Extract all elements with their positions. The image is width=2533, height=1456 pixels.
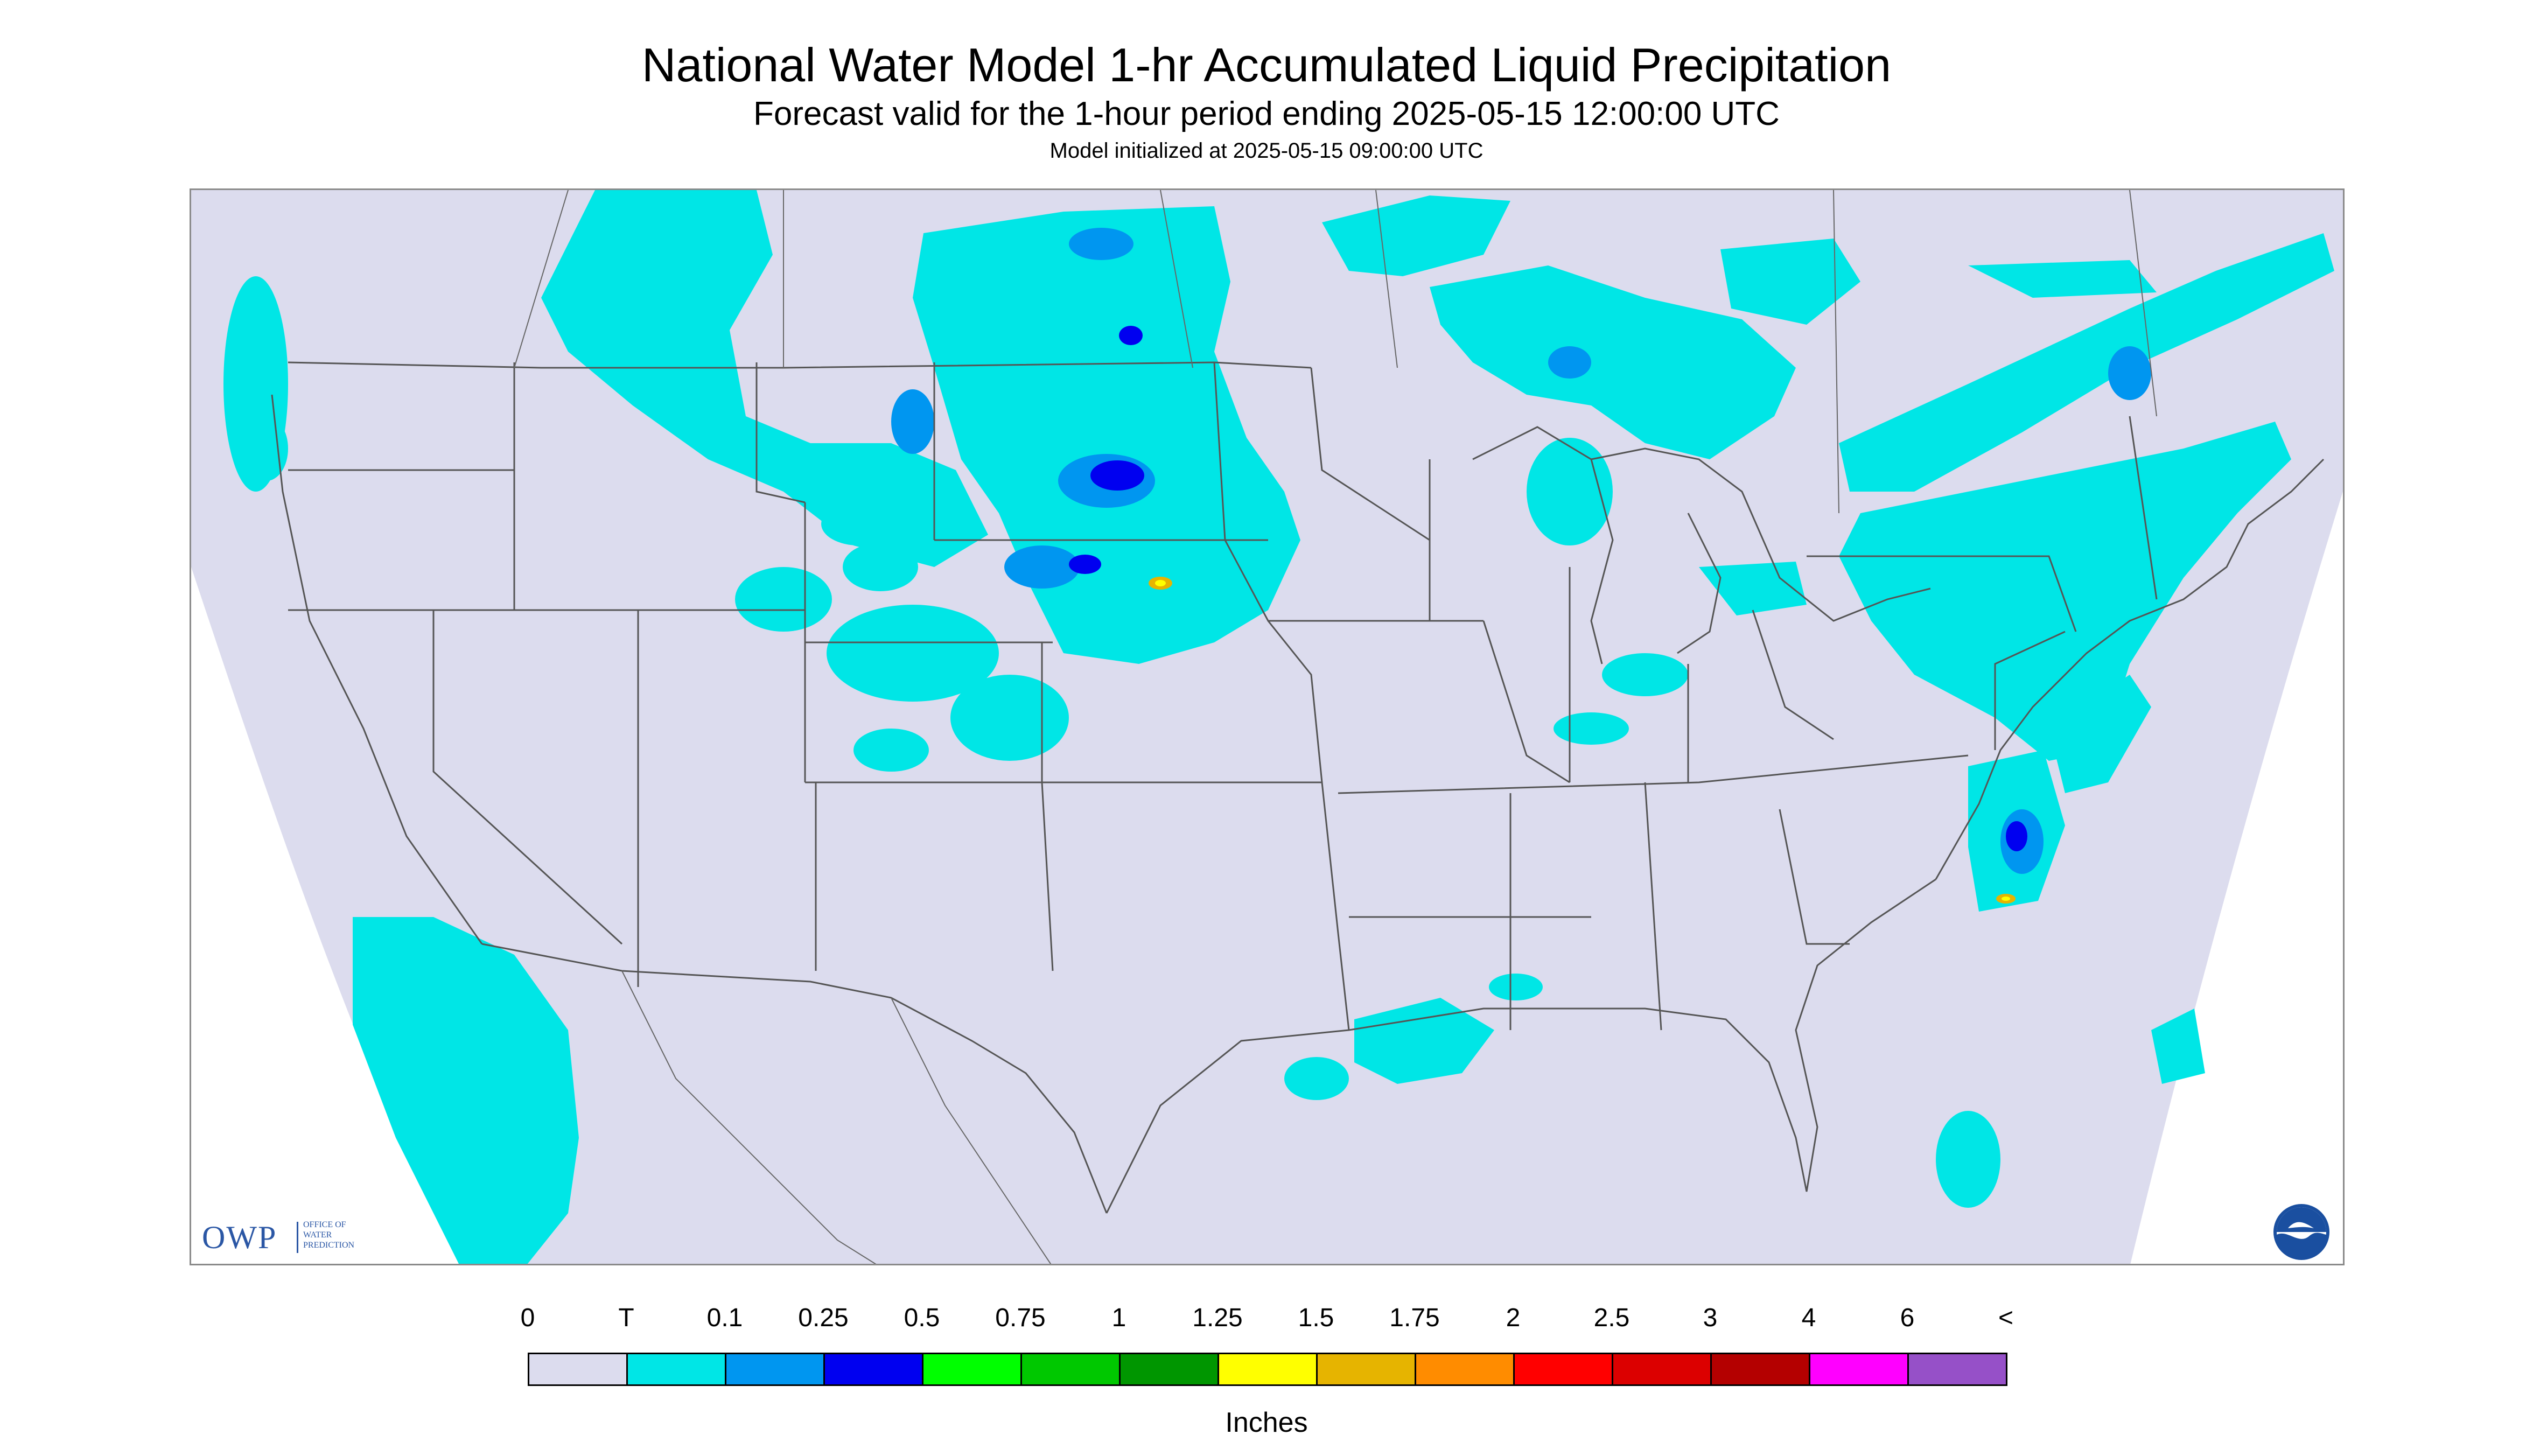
legend-units: Inches: [1225, 1407, 1308, 1438]
owp-logo-text: OFFICE OF WATER PREDICTION: [303, 1220, 355, 1250]
precip-heavy-spots: [1149, 577, 2016, 904]
map-subtitle: Forecast valid for the 1-hour period end…: [753, 95, 1780, 132]
legend-swatch: #e6b400: [1316, 1353, 1416, 1386]
precip-trace-areas: [223, 190, 2334, 1264]
owp-logo-abbr: OWP: [202, 1220, 277, 1255]
legend-swatch: #b40000: [1710, 1353, 1810, 1386]
owp-logo: OWP OFFICE OF WATER PREDICTION: [202, 1219, 396, 1256]
legend-tick-label: 1.25: [1192, 1304, 1243, 1332]
legend-swatch: #0000f0: [823, 1353, 923, 1386]
legend-tick-label: 2: [1506, 1304, 1521, 1332]
legend-tick-label: 0.1: [706, 1304, 743, 1332]
legend-tick-label: T: [618, 1304, 634, 1332]
legend-tick-label: 0: [520, 1304, 535, 1332]
owp-logo-divider: [297, 1222, 298, 1253]
legend-tick-label: 2.5: [1593, 1304, 1630, 1332]
precipitation-map[interactable]: OWP OFFICE OF WATER PREDICTION: [190, 188, 2345, 1265]
legend-swatch: #00c800: [1020, 1353, 1121, 1386]
legend-swatch: #00e6e6: [626, 1353, 726, 1386]
legend-tick-label: 1: [1111, 1304, 1126, 1332]
precip-legend: #dcdcee#00e6e6#0096f0#0000f0#00ff00#00c8…: [521, 1303, 2013, 1411]
legend-swatch: #ff0000: [1513, 1353, 1613, 1386]
legend-swatch: #009600: [1119, 1353, 1219, 1386]
precip-0-25-areas: [1069, 326, 2027, 851]
legend-swatch: #00ff00: [922, 1353, 1022, 1386]
state-boundaries: [271, 361, 2325, 1214]
legend-tick-label: 6: [1900, 1304, 1915, 1332]
legend-swatch: #9650c8: [1907, 1353, 2007, 1386]
noaa-logo-icon: [2273, 1204, 2329, 1260]
legend-swatch: #dc0000: [1612, 1353, 1712, 1386]
legend-swatch: #ffff00: [1217, 1353, 1318, 1386]
legend-swatch: #ff8c00: [1415, 1353, 1515, 1386]
legend-tick-label: 3: [1703, 1304, 1718, 1332]
legend-tick-label: 0.25: [798, 1304, 849, 1332]
legend-swatch: #dcdcee: [528, 1353, 628, 1386]
legend-tick-label: 4: [1801, 1304, 1816, 1332]
legend-tick-label: 1.5: [1298, 1304, 1334, 1332]
model-init-text: Model initialized at 2025-05-15 09:00:00…: [1049, 139, 1484, 163]
map-canvas: [191, 190, 2343, 1264]
intl-boundaries: [514, 190, 2157, 1264]
legend-tick-label: 0.75: [995, 1304, 1046, 1332]
legend-swatch: #0096f0: [725, 1353, 825, 1386]
legend-tick-label: 1.75: [1389, 1304, 1440, 1332]
legend-tick-label: <: [1998, 1304, 2014, 1332]
legend-swatch: #ff00ff: [1809, 1353, 1909, 1386]
map-title: National Water Model 1-hr Accumulated Li…: [641, 38, 1892, 92]
legend-tick-label: 0.5: [904, 1304, 940, 1332]
